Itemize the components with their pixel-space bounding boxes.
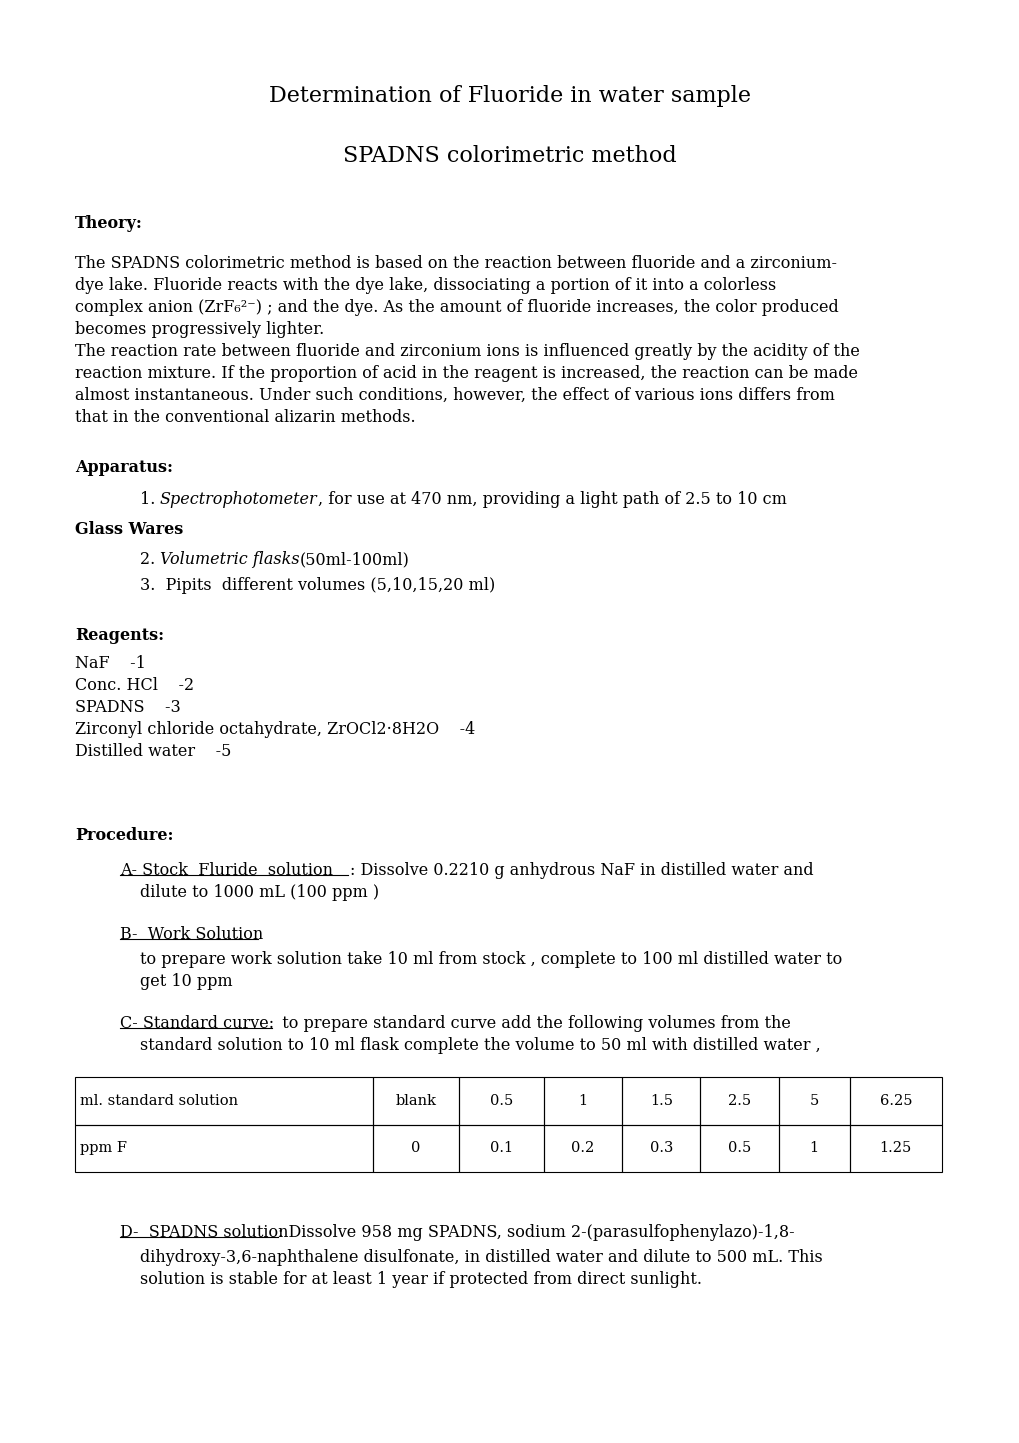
Text: becomes progressively lighter.: becomes progressively lighter. xyxy=(75,320,324,338)
Text: (50ml-100ml): (50ml-100ml) xyxy=(300,551,410,569)
Text: 0.5: 0.5 xyxy=(489,1094,513,1108)
Text: : Dissolve 0.2210 g anhydrous NaF in distilled water and: : Dissolve 0.2210 g anhydrous NaF in dis… xyxy=(350,861,813,879)
Text: get 10 ppm: get 10 ppm xyxy=(140,973,232,990)
Text: dilute to 1000 mL (100 ppm ): dilute to 1000 mL (100 ppm ) xyxy=(140,885,379,900)
Text: A- Stock  Fluride  solution: A- Stock Fluride solution xyxy=(120,861,332,879)
Text: reaction mixture. If the proportion of acid in the reagent is increased, the rea: reaction mixture. If the proportion of a… xyxy=(75,365,857,382)
Text: 0.2: 0.2 xyxy=(571,1141,594,1156)
Text: 3.  Pipits  different volumes (5,10,15,20 ml): 3. Pipits different volumes (5,10,15,20 … xyxy=(140,577,495,595)
Text: ppm F: ppm F xyxy=(79,1141,127,1156)
Text: solution is stable for at least 1 year if protected from direct sunlight.: solution is stable for at least 1 year i… xyxy=(140,1271,701,1289)
Text: Conc. HCl    -2: Conc. HCl -2 xyxy=(75,677,194,694)
Text: Reagents:: Reagents: xyxy=(75,628,164,644)
Text: The reaction rate between fluoride and zirconium ions is influenced greatly by t: The reaction rate between fluoride and z… xyxy=(75,343,859,359)
Text: blank: blank xyxy=(395,1094,436,1108)
Text: Theory:: Theory: xyxy=(75,215,143,232)
Text: : Dissolve 958 mg SPADNS, sodium 2-(parasulfophenylazo)-1,8-: : Dissolve 958 mg SPADNS, sodium 2-(para… xyxy=(278,1224,794,1241)
Text: Apparatus:: Apparatus: xyxy=(75,459,173,476)
Text: 2.: 2. xyxy=(140,551,165,569)
Text: 5: 5 xyxy=(809,1094,818,1108)
Text: SPADNS colorimetric method: SPADNS colorimetric method xyxy=(342,144,677,167)
Text: NaF    -1: NaF -1 xyxy=(75,655,146,672)
Text: , for use at 470 nm, providing a light path of 2.5 to 10 cm: , for use at 470 nm, providing a light p… xyxy=(318,491,786,508)
Text: Determination of Fluoride in water sample: Determination of Fluoride in water sampl… xyxy=(269,85,750,107)
Text: SPADNS    -3: SPADNS -3 xyxy=(75,698,180,716)
Text: 1.: 1. xyxy=(140,491,165,508)
Text: complex anion (ZrF₆²⁻) ; and the dye. As the amount of fluoride increases, the c: complex anion (ZrF₆²⁻) ; and the dye. As… xyxy=(75,299,838,316)
Text: C- Standard curve:: C- Standard curve: xyxy=(120,1014,274,1032)
Text: 0.1: 0.1 xyxy=(489,1141,513,1156)
Text: Volumetric flasks: Volumetric flasks xyxy=(160,551,300,569)
Text: Distilled water    -5: Distilled water -5 xyxy=(75,743,231,760)
Text: Procedure:: Procedure: xyxy=(75,827,173,844)
Text: that in the conventional alizarin methods.: that in the conventional alizarin method… xyxy=(75,408,415,426)
Text: 2.5: 2.5 xyxy=(728,1094,750,1108)
Text: almost instantaneous. Under such conditions, however, the effect of various ions: almost instantaneous. Under such conditi… xyxy=(75,387,835,404)
Text: 1: 1 xyxy=(578,1094,587,1108)
Text: 1.5: 1.5 xyxy=(649,1094,673,1108)
Text: 1: 1 xyxy=(809,1141,818,1156)
Text: dye lake. Fluoride reacts with the dye lake, dissociating a portion of it into a: dye lake. Fluoride reacts with the dye l… xyxy=(75,277,775,294)
Text: D-  SPADNS solution: D- SPADNS solution xyxy=(120,1224,288,1241)
Text: The SPADNS colorimetric method is based on the reaction between fluoride and a z: The SPADNS colorimetric method is based … xyxy=(75,255,837,271)
Text: to prepare work solution take 10 ml from stock , complete to 100 ml distilled wa: to prepare work solution take 10 ml from… xyxy=(140,951,842,968)
Text: 1.25: 1.25 xyxy=(878,1141,911,1156)
Text: Zirconyl chloride octahydrate, ZrOCl2·8H2O    -4: Zirconyl chloride octahydrate, ZrOCl2·8H… xyxy=(75,722,475,737)
Text: Spectrophotometer: Spectrophotometer xyxy=(160,491,317,508)
Text: 6.25: 6.25 xyxy=(878,1094,911,1108)
Text: ml. standard solution: ml. standard solution xyxy=(79,1094,237,1108)
Text: standard solution to 10 ml flask complete the volume to 50 ml with distilled wat: standard solution to 10 ml flask complet… xyxy=(140,1038,820,1053)
Text: B-  Work Solution: B- Work Solution xyxy=(120,926,263,942)
Text: dihydroxy-3,6-naphthalene disulfonate, in distilled water and dilute to 500 mL. : dihydroxy-3,6-naphthalene disulfonate, i… xyxy=(140,1250,822,1267)
Text: to prepare standard curve add the following volumes from the: to prepare standard curve add the follow… xyxy=(272,1014,790,1032)
Text: 0: 0 xyxy=(411,1141,421,1156)
Text: 0.3: 0.3 xyxy=(649,1141,673,1156)
Text: 0.5: 0.5 xyxy=(728,1141,750,1156)
Text: Glass Wares: Glass Wares xyxy=(75,521,183,538)
